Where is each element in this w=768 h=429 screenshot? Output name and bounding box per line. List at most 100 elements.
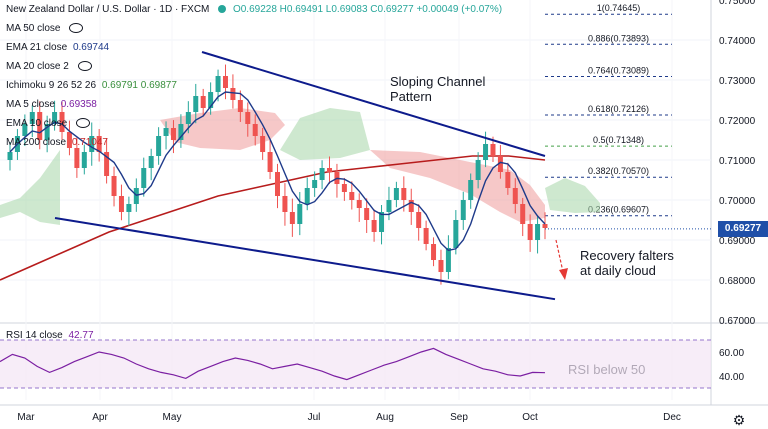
- cloud-bullish: [280, 108, 370, 160]
- indicator-ema21[interactable]: EMA 21 close 0.69744: [6, 42, 109, 53]
- candle-body: [505, 172, 511, 188]
- fib-level-label: 0.5(0.71348): [593, 135, 644, 145]
- candle-body: [349, 192, 355, 200]
- candle-body: [379, 212, 385, 232]
- candle-body: [312, 180, 318, 188]
- candle-body: [66, 132, 72, 148]
- indicator-label: MA 20 close 2: [6, 61, 69, 72]
- candle-body: [81, 152, 87, 168]
- price-tick-label: 0.69000: [719, 236, 756, 247]
- candle-body: [445, 248, 451, 272]
- candle-body: [408, 200, 414, 212]
- time-tick-label: May: [163, 412, 182, 423]
- candle-body: [193, 96, 199, 112]
- candle-body: [327, 168, 333, 172]
- hidden-eye-icon[interactable]: [75, 118, 90, 129]
- price-tick-label: 0.68000: [719, 276, 756, 287]
- indicator-ma20[interactable]: MA 20 close 2: [6, 61, 92, 72]
- time-tick-label: Aug: [376, 412, 394, 423]
- time-tick-label: Jul: [308, 412, 321, 423]
- gear-icon[interactable]: ⚙: [732, 412, 746, 428]
- cloud-bullish: [545, 178, 600, 213]
- indicator-value: 0.69358: [60, 99, 97, 110]
- recovery-annotation-line2: at daily cloud: [580, 263, 656, 278]
- rsi-tick-label: 60.00: [719, 348, 744, 359]
- candle-body: [126, 204, 132, 212]
- time-tick-label: Dec: [663, 412, 681, 423]
- time-tick-label: Apr: [92, 412, 108, 423]
- indicator-label: MA 50 close: [6, 23, 61, 34]
- indicator-ma200[interactable]: MA 200 close 0.71047: [6, 137, 108, 148]
- channel-upper-line: [201, 51, 546, 157]
- rsi-label: RSI 14 close: [6, 330, 63, 341]
- rsi-value: 42.77: [68, 330, 94, 341]
- symbol-header: New Zealand Dollar / U.S. Dollar · 1D · …: [6, 4, 502, 15]
- candle-body: [304, 188, 310, 204]
- candle-body: [401, 188, 407, 200]
- last-price-badge: 0.69277: [718, 221, 768, 237]
- candle-body: [252, 124, 258, 136]
- candle-body: [453, 220, 459, 248]
- candle-body: [490, 144, 496, 156]
- live-dot-icon: [218, 5, 227, 14]
- candle-body: [96, 136, 102, 152]
- indicator-ma50[interactable]: MA 50 close: [6, 23, 84, 34]
- candle-body: [371, 220, 377, 232]
- falter-arrow-head: [559, 268, 568, 280]
- candle-body: [200, 96, 206, 108]
- cloud-bullish: [0, 150, 60, 225]
- fib-level-label: 0.382(0.70570): [588, 166, 649, 176]
- indicator-label: MA 5 close: [6, 99, 55, 110]
- candle-body: [267, 152, 273, 172]
- candle-body: [319, 168, 325, 180]
- price-tick-label: 0.73000: [719, 76, 756, 87]
- fib-level-label: 0.236(0.69607): [588, 205, 649, 215]
- rsi-legend[interactable]: RSI 14 close 42.77: [6, 330, 94, 341]
- fib-level-label: 0.886(0.73893): [588, 33, 649, 43]
- fib-level-label: 0.618(0.72126): [588, 104, 649, 114]
- candle-body: [7, 152, 13, 160]
- candle-body: [297, 204, 303, 224]
- candle-body: [185, 112, 191, 124]
- indicator-value: 0.69791 0.69877: [101, 80, 177, 91]
- cloud-bearish: [370, 150, 545, 222]
- candle-body: [178, 124, 184, 140]
- candle-body: [215, 76, 221, 92]
- falter-arrow-line: [555, 239, 564, 273]
- time-tick-label: Oct: [522, 412, 538, 423]
- indicator-ichimoku[interactable]: Ichimoku 9 26 52 26 0.69791 0.69877: [6, 80, 177, 91]
- price-tick-label: 0.67000: [719, 316, 756, 327]
- candle-body: [156, 136, 162, 156]
- candle-body: [170, 128, 176, 140]
- price-panel: [0, 0, 711, 322]
- candle-body: [89, 136, 95, 152]
- candle-body: [118, 196, 124, 212]
- candle-body: [74, 148, 80, 168]
- candle-body: [542, 224, 548, 228]
- candle-body: [44, 124, 50, 140]
- hidden-eye-icon[interactable]: [77, 61, 92, 72]
- candle-body: [475, 160, 481, 180]
- candle-body: [386, 200, 392, 212]
- candle-body: [29, 112, 35, 124]
- ohlc-values: O0.69228 H0.69491 L0.69083 C0.69277 +0.0…: [232, 4, 503, 15]
- indicator-label: EMA 21 close: [6, 42, 68, 53]
- candle-body: [275, 172, 280, 196]
- rsi-line: [0, 347, 546, 381]
- channel-lower-line: [54, 217, 556, 301]
- hidden-eye-icon[interactable]: [69, 23, 84, 34]
- indicator-ema10[interactable]: EMA 10 close: [6, 118, 90, 129]
- candle-body: [163, 128, 169, 136]
- candle-body: [438, 260, 444, 272]
- candle-body: [52, 112, 58, 124]
- indicator-ma5[interactable]: MA 5 close 0.69358: [6, 99, 97, 110]
- candle-body: [104, 152, 110, 176]
- candle-body: [133, 188, 139, 204]
- candle-body: [497, 156, 503, 172]
- time-tick-label: Mar: [17, 412, 35, 423]
- candle-body: [423, 228, 429, 244]
- candle-body: [535, 224, 541, 240]
- price-tick-label: 0.71000: [719, 156, 756, 167]
